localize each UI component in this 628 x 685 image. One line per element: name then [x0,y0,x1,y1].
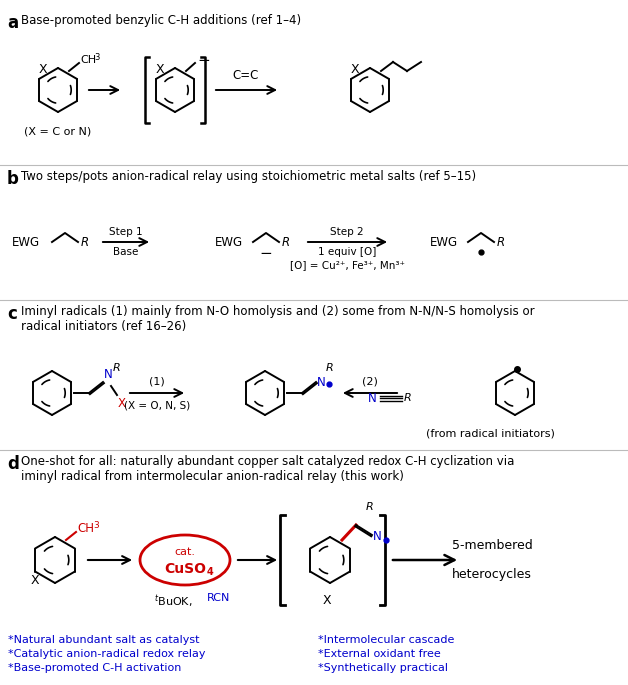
Text: *Natural abundant salt as catalyst: *Natural abundant salt as catalyst [8,635,200,645]
Text: Step 1: Step 1 [109,227,143,237]
Text: C=C: C=C [233,69,259,82]
Text: R: R [404,393,412,403]
Text: *Base-promoted C-H activation: *Base-promoted C-H activation [8,663,181,673]
Text: *Catalytic anion-radical redox relay: *Catalytic anion-radical redox relay [8,649,205,659]
Text: *Intermolecular cascade: *Intermolecular cascade [318,635,455,645]
Text: R: R [497,236,505,249]
Text: cat.: cat. [175,547,195,557]
Text: R: R [326,363,333,373]
Text: (1): (1) [149,376,165,386]
Text: c: c [7,305,17,323]
Text: (X = O, N, S): (X = O, N, S) [124,400,190,410]
Text: b: b [7,170,19,188]
Text: X: X [31,573,40,586]
Text: EWG: EWG [430,236,458,249]
Text: N: N [317,375,326,388]
Text: X: X [118,397,126,410]
Text: 5-membered: 5-membered [452,539,533,552]
Text: Base: Base [113,247,139,257]
Text: Step 2: Step 2 [330,227,364,237]
Text: *External oxidant free: *External oxidant free [318,649,441,659]
Text: (X = C or N): (X = C or N) [24,126,92,136]
Text: a: a [7,14,18,32]
Text: heterocycles: heterocycles [452,568,532,581]
Text: 4: 4 [207,567,214,577]
Text: Iminyl radicals (1) mainly from N-O homolysis and (2) some from N-N/N-S homolysi: Iminyl radicals (1) mainly from N-O homo… [21,305,534,333]
Text: −: − [259,245,273,260]
Text: R: R [282,236,290,249]
Text: *Synthetically practical: *Synthetically practical [318,663,448,673]
Text: CH: CH [80,55,96,65]
Text: $^t$BuOK,: $^t$BuOK, [154,593,192,610]
Text: −: − [197,53,210,68]
Text: (2): (2) [362,376,378,386]
Text: R: R [113,363,121,373]
Text: EWG: EWG [12,236,40,249]
Text: X: X [350,62,359,75]
Text: (from radical initiators): (from radical initiators) [426,428,555,438]
Text: One-shot for all: naturally abundant copper salt catalyzed redox C-H cyclization: One-shot for all: naturally abundant cop… [21,455,514,483]
Text: N: N [368,392,377,405]
Text: EWG: EWG [215,236,243,249]
Text: Two steps/pots anion-radical relay using stoichiometric metal salts (ref 5–15): Two steps/pots anion-radical relay using… [21,170,476,183]
Text: 3: 3 [93,521,99,530]
Text: 1 equiv [O]: 1 equiv [O] [318,247,376,257]
Text: X: X [156,62,165,75]
Text: 3: 3 [94,53,99,62]
Text: R: R [81,236,89,249]
Text: N: N [104,368,113,381]
Text: Base-promoted benzylic C-H additions (ref 1–4): Base-promoted benzylic C-H additions (re… [21,14,301,27]
Text: R: R [366,502,374,512]
Text: [O] = Cu²⁺, Fe³⁺, Mn³⁺: [O] = Cu²⁺, Fe³⁺, Mn³⁺ [290,260,404,270]
Text: N: N [373,530,382,543]
Text: d: d [7,455,19,473]
Text: X: X [39,62,47,75]
Text: CH: CH [77,523,94,536]
Text: RCN: RCN [207,593,230,603]
Text: X: X [323,594,332,607]
Text: CuSO: CuSO [164,562,206,576]
